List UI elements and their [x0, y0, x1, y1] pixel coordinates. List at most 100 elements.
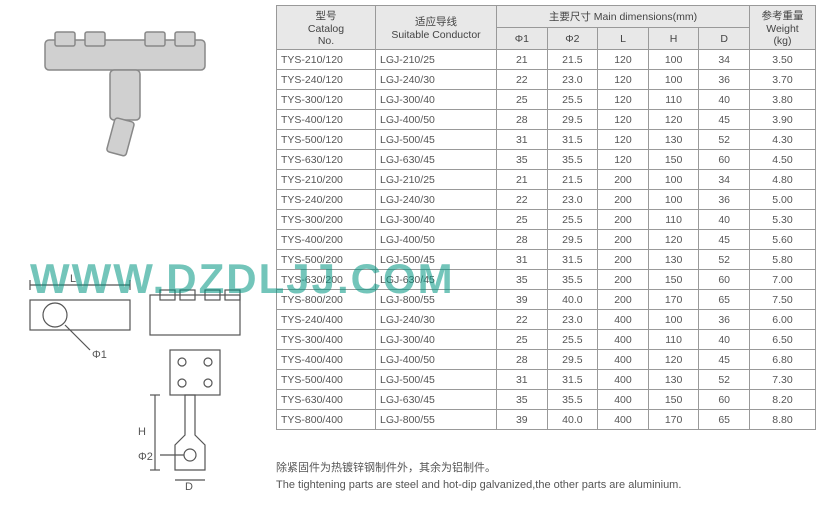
table-row: TYS-500/120LGJ-500/453131.5120130524.30: [277, 130, 816, 150]
cell: 25.5: [547, 90, 598, 110]
cell: 100: [648, 170, 699, 190]
cell: 31: [497, 130, 548, 150]
table-row: TYS-400/120LGJ-400/502829.5120120453.90: [277, 110, 816, 130]
product-photo: [10, 20, 260, 173]
cell: 8.20: [749, 390, 815, 410]
cell: 5.00: [749, 190, 815, 210]
cell: 60: [699, 390, 750, 410]
cell: 170: [648, 410, 699, 430]
cell: 200: [598, 190, 649, 210]
cell: LGJ-500/45: [376, 370, 497, 390]
cell: 150: [648, 270, 699, 290]
cell: 100: [648, 310, 699, 330]
table-row: TYS-500/200LGJ-500/453131.5200130525.80: [277, 250, 816, 270]
cell: TYS-630/120: [277, 150, 376, 170]
cell: 400: [598, 310, 649, 330]
cell: 200: [598, 290, 649, 310]
hdr-model: 型号 Catalog No.: [277, 6, 376, 50]
cell: 35: [497, 150, 548, 170]
dimension-diagram: L Φ1 H Φ2 D: [10, 270, 260, 493]
cell: 35: [497, 270, 548, 290]
cell: 21.5: [547, 170, 598, 190]
cell: 35.5: [547, 390, 598, 410]
cell: 36: [699, 190, 750, 210]
cell: 120: [598, 50, 649, 70]
cell: 35.5: [547, 150, 598, 170]
cell: 45: [699, 350, 750, 370]
hdr-H: H: [648, 28, 699, 50]
table-row: TYS-630/400LGJ-630/453535.5400150608.20: [277, 390, 816, 410]
cell: TYS-240/200: [277, 190, 376, 210]
label-H: H: [138, 426, 146, 438]
cell: 200: [598, 270, 649, 290]
table-row: TYS-210/120LGJ-210/252121.5120100343.50: [277, 50, 816, 70]
cell: LGJ-300/40: [376, 90, 497, 110]
hdr-phi2: Φ2: [547, 28, 598, 50]
cell: 150: [648, 150, 699, 170]
cell: 35.5: [547, 270, 598, 290]
cell: 60: [699, 150, 750, 170]
cell: 3.80: [749, 90, 815, 110]
cell: 400: [598, 390, 649, 410]
cell: TYS-630/400: [277, 390, 376, 410]
table-row: TYS-500/400LGJ-500/453131.5400130527.30: [277, 370, 816, 390]
cell: TYS-400/200: [277, 230, 376, 250]
cell: 23.0: [547, 70, 598, 90]
table-row: TYS-240/200LGJ-240/302223.0200100365.00: [277, 190, 816, 210]
cell: 29.5: [547, 350, 598, 370]
hdr-dims: 主要尺寸 Main dimensions(mm): [497, 6, 750, 28]
cell: TYS-400/400: [277, 350, 376, 370]
cell: 3.50: [749, 50, 815, 70]
cell: TYS-630/200: [277, 270, 376, 290]
cell: 40: [699, 210, 750, 230]
cell: LGJ-240/30: [376, 190, 497, 210]
cell: 200: [598, 210, 649, 230]
cell: 31.5: [547, 370, 598, 390]
table-row: TYS-300/400LGJ-300/402525.5400110406.50: [277, 330, 816, 350]
cell: 3.70: [749, 70, 815, 90]
cell: 7.00: [749, 270, 815, 290]
cell: 22: [497, 190, 548, 210]
cell: LGJ-400/50: [376, 350, 497, 370]
cell: 52: [699, 130, 750, 150]
footnote-cn: 除紧固件为热镀锌钢制件外，其余为铝制件。: [276, 460, 816, 477]
cell: TYS-300/400: [277, 330, 376, 350]
cell: 6.80: [749, 350, 815, 370]
cell: TYS-240/400: [277, 310, 376, 330]
label-phi1: Φ1: [92, 349, 107, 361]
cell: 28: [497, 230, 548, 250]
cell: 45: [699, 110, 750, 130]
cell: 4.80: [749, 170, 815, 190]
label-phi2: Φ2: [138, 451, 153, 463]
cell: 65: [699, 290, 750, 310]
cell: 100: [648, 190, 699, 210]
cell: 29.5: [547, 230, 598, 250]
cell: LGJ-210/25: [376, 170, 497, 190]
cell: 120: [648, 230, 699, 250]
cell: TYS-500/200: [277, 250, 376, 270]
cell: TYS-800/400: [277, 410, 376, 430]
cell: LGJ-400/50: [376, 230, 497, 250]
cell: 120: [598, 150, 649, 170]
cell: 23.0: [547, 190, 598, 210]
cell: 65: [699, 410, 750, 430]
hdr-L: L: [598, 28, 649, 50]
cell: 36: [699, 70, 750, 90]
hdr-phi1: Φ1: [497, 28, 548, 50]
cell: 40: [699, 90, 750, 110]
cell: LGJ-240/30: [376, 70, 497, 90]
cell: 110: [648, 210, 699, 230]
cell: 34: [699, 170, 750, 190]
cell: LGJ-240/30: [376, 310, 497, 330]
table-row: TYS-630/120LGJ-630/453535.5120150604.50: [277, 150, 816, 170]
cell: LGJ-500/45: [376, 130, 497, 150]
cell: 21.5: [547, 50, 598, 70]
cell: LGJ-300/40: [376, 210, 497, 230]
footnote: 除紧固件为热镀锌钢制件外，其余为铝制件。 The tightening part…: [276, 460, 816, 493]
label-L: L: [70, 273, 76, 285]
table-row: TYS-400/400LGJ-400/502829.5400120456.80: [277, 350, 816, 370]
cell: 400: [598, 410, 649, 430]
left-column: L Φ1 H Φ2 D: [0, 0, 270, 505]
table-row: TYS-210/200LGJ-210/252121.5200100344.80: [277, 170, 816, 190]
cell: 31: [497, 250, 548, 270]
